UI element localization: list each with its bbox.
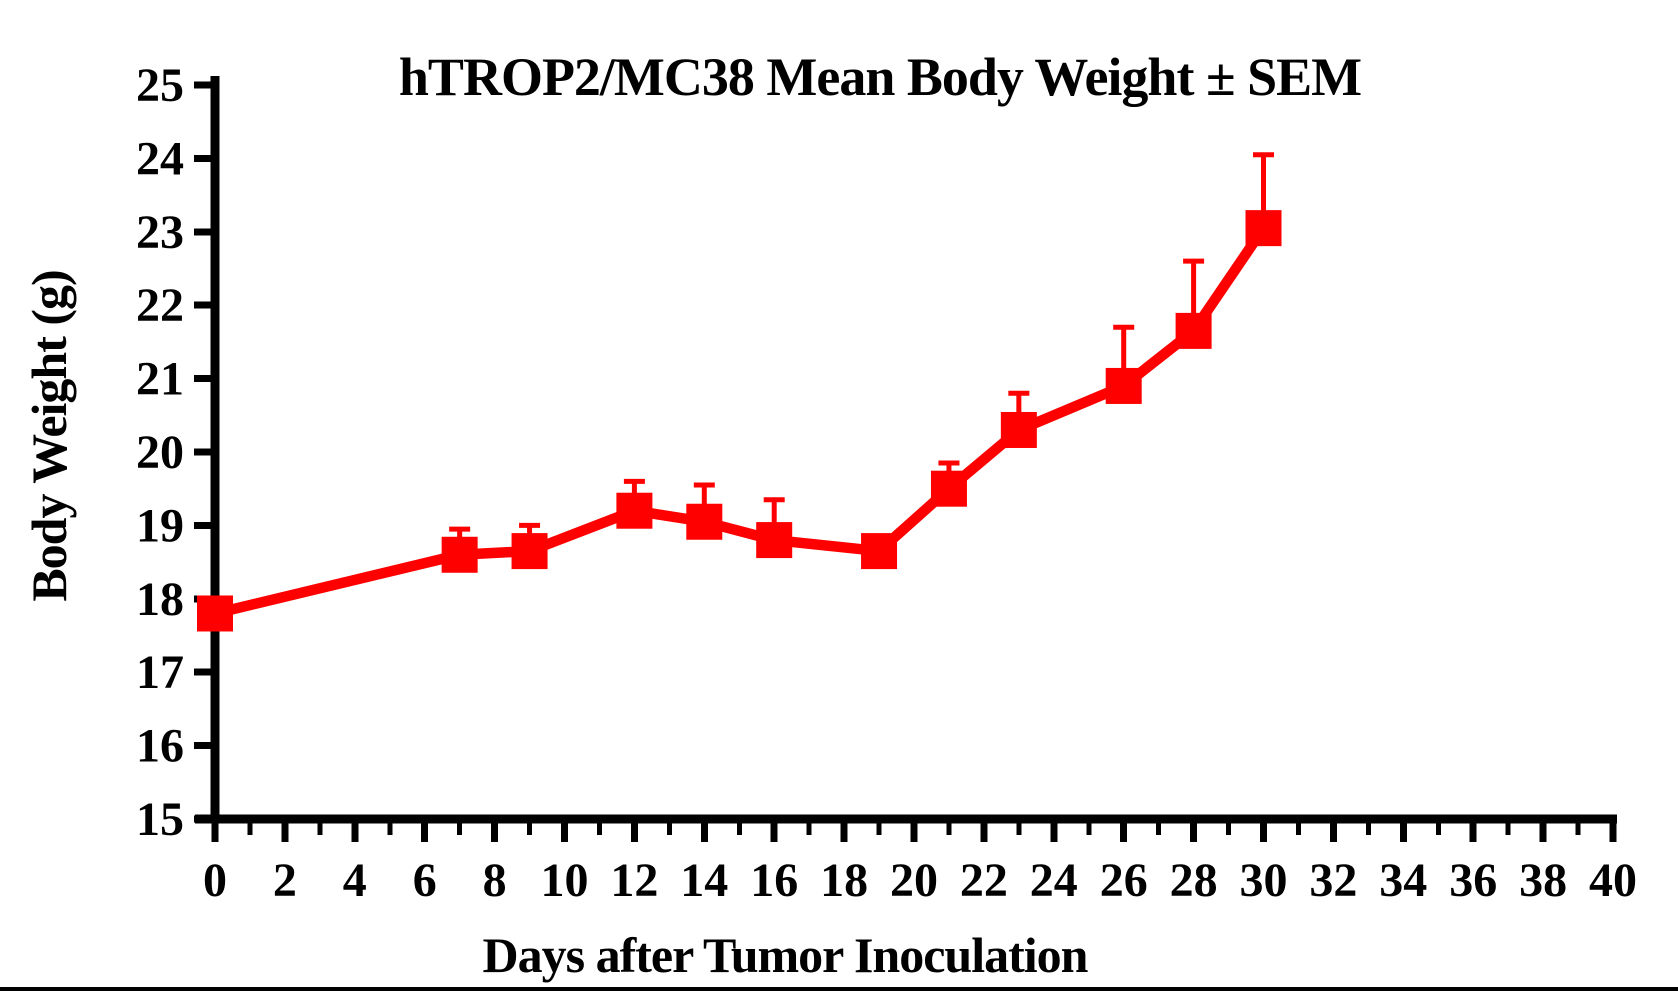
x-tick-label: 2	[273, 854, 297, 907]
x-axis-label: Days after Tumor Inoculation	[482, 927, 1089, 983]
y-tick-label: 23	[136, 206, 184, 259]
data-point-marker	[756, 522, 793, 559]
x-tick-label: 0	[203, 854, 227, 907]
chart-title: hTROP2/MC38 Mean Body Weight ± SEM	[398, 47, 1362, 107]
x-tick-label: 4	[343, 854, 367, 907]
data-point-marker	[1175, 312, 1212, 349]
x-tick-label: 18	[820, 854, 868, 907]
y-tick-label: 22	[136, 279, 184, 332]
x-tick-label: 30	[1240, 854, 1288, 907]
data-point-marker	[1105, 367, 1142, 404]
y-tick-label: 18	[136, 573, 184, 626]
x-tick-label: 28	[1170, 854, 1218, 907]
data-point-marker	[930, 470, 967, 507]
data-point-marker	[616, 492, 653, 529]
bottom-rule	[0, 987, 1678, 991]
y-tick-label: 25	[136, 59, 184, 112]
y-tick-label: 16	[136, 720, 184, 773]
y-tick-label: 15	[136, 793, 184, 846]
y-tick-label: 19	[136, 499, 184, 552]
data-point-marker	[1000, 411, 1037, 448]
x-tick-label: 8	[483, 854, 507, 907]
x-tick-label: 14	[680, 854, 728, 907]
x-tick-label: 24	[1030, 854, 1078, 907]
data-point-marker	[861, 533, 898, 570]
x-tick-label: 12	[610, 854, 658, 907]
data-point-marker	[441, 536, 478, 573]
x-tick-label: 20	[890, 854, 938, 907]
x-tick-label: 32	[1309, 854, 1357, 907]
x-tick-label: 38	[1519, 854, 1567, 907]
x-tick-label: 26	[1100, 854, 1148, 907]
data-point-marker	[511, 533, 548, 570]
y-tick-label: 20	[136, 426, 184, 479]
x-tick-label: 22	[960, 854, 1008, 907]
x-tick-label: 6	[413, 854, 437, 907]
y-tick-label: 21	[136, 353, 184, 406]
data-point-marker	[1245, 210, 1282, 247]
data-point-marker	[686, 503, 723, 540]
x-tick-label: 34	[1379, 854, 1427, 907]
x-tick-label: 16	[750, 854, 798, 907]
y-tick-label: 17	[136, 646, 184, 699]
y-tick-label: 24	[136, 132, 184, 185]
y-axis-label: Body Weight (g)	[21, 270, 77, 602]
x-tick-label: 40	[1589, 854, 1637, 907]
x-tick-label: 36	[1449, 854, 1497, 907]
series-line	[213, 225, 1268, 619]
x-tick-label: 10	[541, 854, 589, 907]
data-point-marker	[197, 595, 233, 632]
